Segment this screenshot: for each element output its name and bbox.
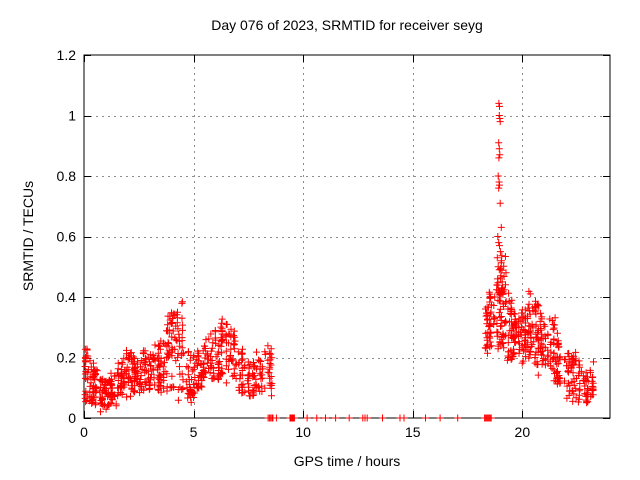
grid-lines: [84, 55, 610, 418]
x-tick-label: 20: [515, 424, 531, 440]
y-tick-labels: 0 0.2 0.4 0.6 0.8 1 1.2: [57, 47, 77, 426]
y-tick-label: 0.6: [57, 229, 77, 245]
x-axis-label: GPS time / hours: [293, 453, 401, 469]
x-tick-label: 10: [295, 424, 311, 440]
y-tick-label: 0.8: [57, 168, 77, 184]
y-tick-label: 1.2: [57, 47, 77, 63]
chart-title: Day 076 of 2023, SRMTID for receiver sey…: [211, 17, 483, 33]
x-tick-label: 15: [405, 424, 421, 440]
scatter-points: [81, 99, 597, 422]
x-tick-label: 0: [80, 424, 88, 440]
y-tick-label: 1: [68, 108, 76, 124]
axis-ticks: [84, 55, 610, 419]
x-tick-labels: 0 5 10 15 20: [80, 424, 530, 440]
x-tick-label: 5: [190, 424, 198, 440]
y-tick-label: 0.4: [57, 289, 77, 305]
y-tick-label: 0.2: [57, 350, 77, 366]
y-tick-label: 0: [68, 410, 76, 426]
